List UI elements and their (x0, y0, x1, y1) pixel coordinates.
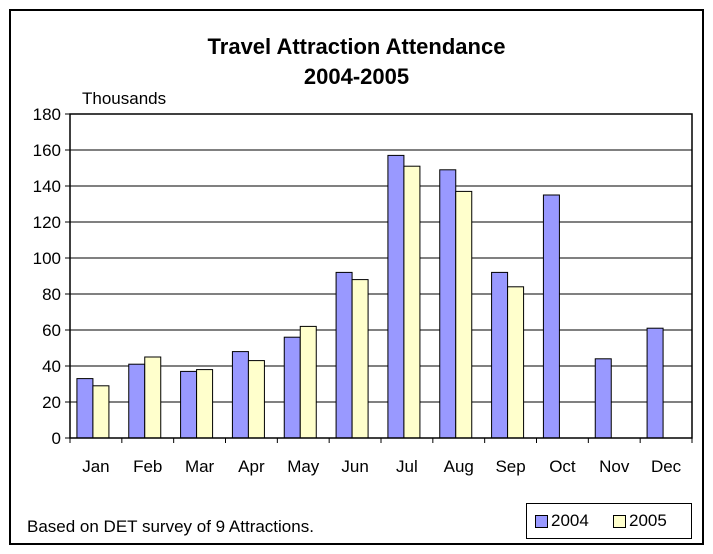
x-tick-label: Jan (82, 457, 109, 476)
y-tick-label: 160 (33, 141, 61, 160)
chart-title: Travel Attraction Attendance (207, 34, 506, 59)
bar-2004-jan (76, 378, 94, 439)
y-tick-label: 120 (33, 213, 61, 232)
y-tick-label: 180 (33, 105, 61, 124)
x-tick-label: May (287, 457, 320, 476)
bar-2005-jan (92, 385, 110, 439)
bar-2004-mar (180, 370, 198, 439)
bar-2004-nov (594, 358, 612, 439)
bar-2004-jun (335, 271, 353, 439)
legend-swatch-2005 (613, 514, 626, 528)
bar-2005-jun (351, 279, 369, 439)
bar-2005-mar (196, 369, 214, 439)
y-tick-label: 0 (52, 429, 61, 448)
legend-item-2004: 2004 (535, 511, 589, 530)
bar-2004-dec (646, 327, 664, 439)
bar-2004-sep (491, 271, 509, 439)
legend-label-2004: 2004 (551, 511, 589, 530)
x-tick-label: Mar (185, 457, 215, 476)
x-tick-label: Nov (599, 457, 630, 476)
bar-2005-aug (455, 190, 473, 439)
bar-2004-feb (128, 363, 146, 439)
x-tick-label: Apr (238, 457, 265, 476)
x-tick-label: Aug (444, 457, 474, 476)
y-tick-label: 80 (42, 285, 61, 304)
x-tick-label: Sep (495, 457, 525, 476)
plot-border (69, 113, 693, 439)
legend-item-2005: 2005 (613, 511, 667, 530)
chart-legend: 2004 2005 (526, 503, 692, 539)
chart-footnote: Based on DET survey of 9 Attractions. (27, 517, 314, 536)
y-axis-unit-label: Thousands (82, 89, 167, 108)
bar-2005-sep (507, 286, 525, 439)
bar-2004-aug (439, 169, 457, 439)
y-tick-label: 60 (42, 321, 61, 340)
y-tick-label: 40 (42, 357, 61, 376)
bar-2004-may (283, 336, 301, 439)
bar-2005-jul (403, 165, 421, 439)
x-tick-label: Jul (396, 457, 418, 476)
chart-subtitle: 2004-2005 (303, 64, 410, 89)
bar-2004-apr (231, 351, 249, 439)
y-tick-label: 20 (42, 393, 61, 412)
y-tick-label: 140 (33, 177, 61, 196)
x-tick-label: Oct (549, 457, 576, 476)
legend-swatch-2004 (535, 514, 548, 528)
x-tick-label: Jun (341, 457, 368, 476)
bar-2004-jul (387, 154, 405, 439)
plot-area (70, 114, 692, 438)
bar-2004-oct (542, 194, 560, 439)
bar-2005-may (299, 325, 317, 439)
bar-2005-apr (247, 360, 265, 439)
x-tick-label: Feb (133, 457, 162, 476)
y-tick-label: 100 (33, 249, 61, 268)
legend-label-2005: 2005 (629, 511, 667, 530)
bar-2005-feb (144, 356, 162, 439)
x-tick-label: Dec (651, 457, 682, 476)
